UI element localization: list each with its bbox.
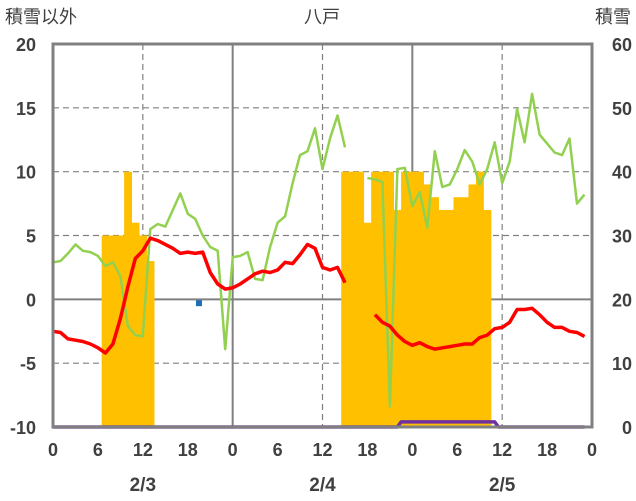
right-axis-ticks: 60 50 40 30 20 10 0	[612, 35, 632, 438]
snow-bar	[431, 197, 439, 427]
date-label: 2/3	[130, 475, 156, 496]
x-tick: 12	[492, 440, 512, 460]
y-tick-right: 30	[612, 227, 632, 247]
x-tick: 18	[357, 440, 377, 460]
snow-bar	[483, 209, 492, 427]
x-tick: 18	[178, 440, 198, 460]
plot-border	[51, 42, 594, 429]
precipitation-point	[195, 300, 202, 307]
snow-bar	[341, 171, 350, 427]
y-tick-right: 40	[612, 163, 632, 183]
x-tick: 12	[312, 440, 332, 460]
snow-bar	[401, 171, 409, 427]
left-axis-title: 積雪以外	[5, 7, 77, 28]
x-tick: 0	[48, 440, 58, 460]
snow-bar	[423, 184, 432, 427]
chart-title: 八戸	[304, 7, 340, 28]
y-tick-left: 15	[16, 99, 36, 119]
y-tick-left: -5	[20, 354, 36, 374]
snow-bar	[131, 222, 140, 427]
snow-bar	[408, 171, 417, 427]
snow-bar	[453, 197, 462, 427]
snow-bar	[416, 171, 424, 427]
x-tick: 6	[273, 440, 283, 460]
right-axis-title: 積雪	[595, 7, 631, 28]
snow-bar	[116, 235, 125, 427]
x-tick: 12	[133, 440, 153, 460]
y-tick-right: 60	[612, 35, 632, 55]
x-tick: 0	[407, 440, 417, 460]
y-tick-left: 5	[26, 227, 36, 247]
y-tick-left: -10	[10, 418, 36, 438]
snow-depth-bars	[101, 171, 492, 427]
date-labels: 2/3 2/4 2/5	[130, 475, 516, 496]
snow-bar	[109, 235, 118, 427]
y-tick-right: 20	[612, 290, 632, 310]
y-tick-right: 10	[612, 354, 632, 374]
snow-bar	[460, 197, 469, 427]
snow-bar	[438, 209, 447, 427]
snow-bar	[446, 209, 454, 427]
y-tick-right: 0	[622, 418, 632, 438]
snow-bar	[386, 171, 395, 427]
x-axis-ticks: 0 6 12 18 0 6 12 18 0 6 12 18 0	[48, 440, 597, 460]
x-tick: 18	[537, 440, 557, 460]
snow-bar	[378, 171, 387, 427]
x-tick: 0	[228, 440, 238, 460]
plot-frame	[51, 42, 594, 429]
snow-bar	[356, 171, 365, 427]
snow-bar	[371, 171, 380, 427]
y-tick-left: 0	[26, 290, 36, 310]
x-tick: 6	[452, 440, 462, 460]
snow-bar	[146, 261, 155, 427]
y-tick-left: 20	[16, 35, 36, 55]
snow-bar	[101, 235, 110, 427]
y-tick-left: 10	[16, 163, 36, 183]
x-tick: 6	[93, 440, 103, 460]
wind-speed-line	[52, 92, 586, 408]
temperature-line	[52, 236, 586, 355]
left-axis-ticks: 20 15 10 5 0 -5 -10	[10, 35, 36, 438]
snow-bar	[124, 171, 133, 427]
snow-bar	[393, 209, 402, 427]
x-tick: 0	[587, 440, 597, 460]
snow-bar	[468, 184, 477, 427]
y-tick-right: 50	[612, 99, 632, 119]
snow-bar	[363, 222, 372, 427]
snow-bar	[348, 171, 357, 427]
snow-bar	[475, 171, 484, 427]
date-label: 2/4	[309, 475, 336, 496]
date-label: 2/5	[489, 475, 516, 496]
